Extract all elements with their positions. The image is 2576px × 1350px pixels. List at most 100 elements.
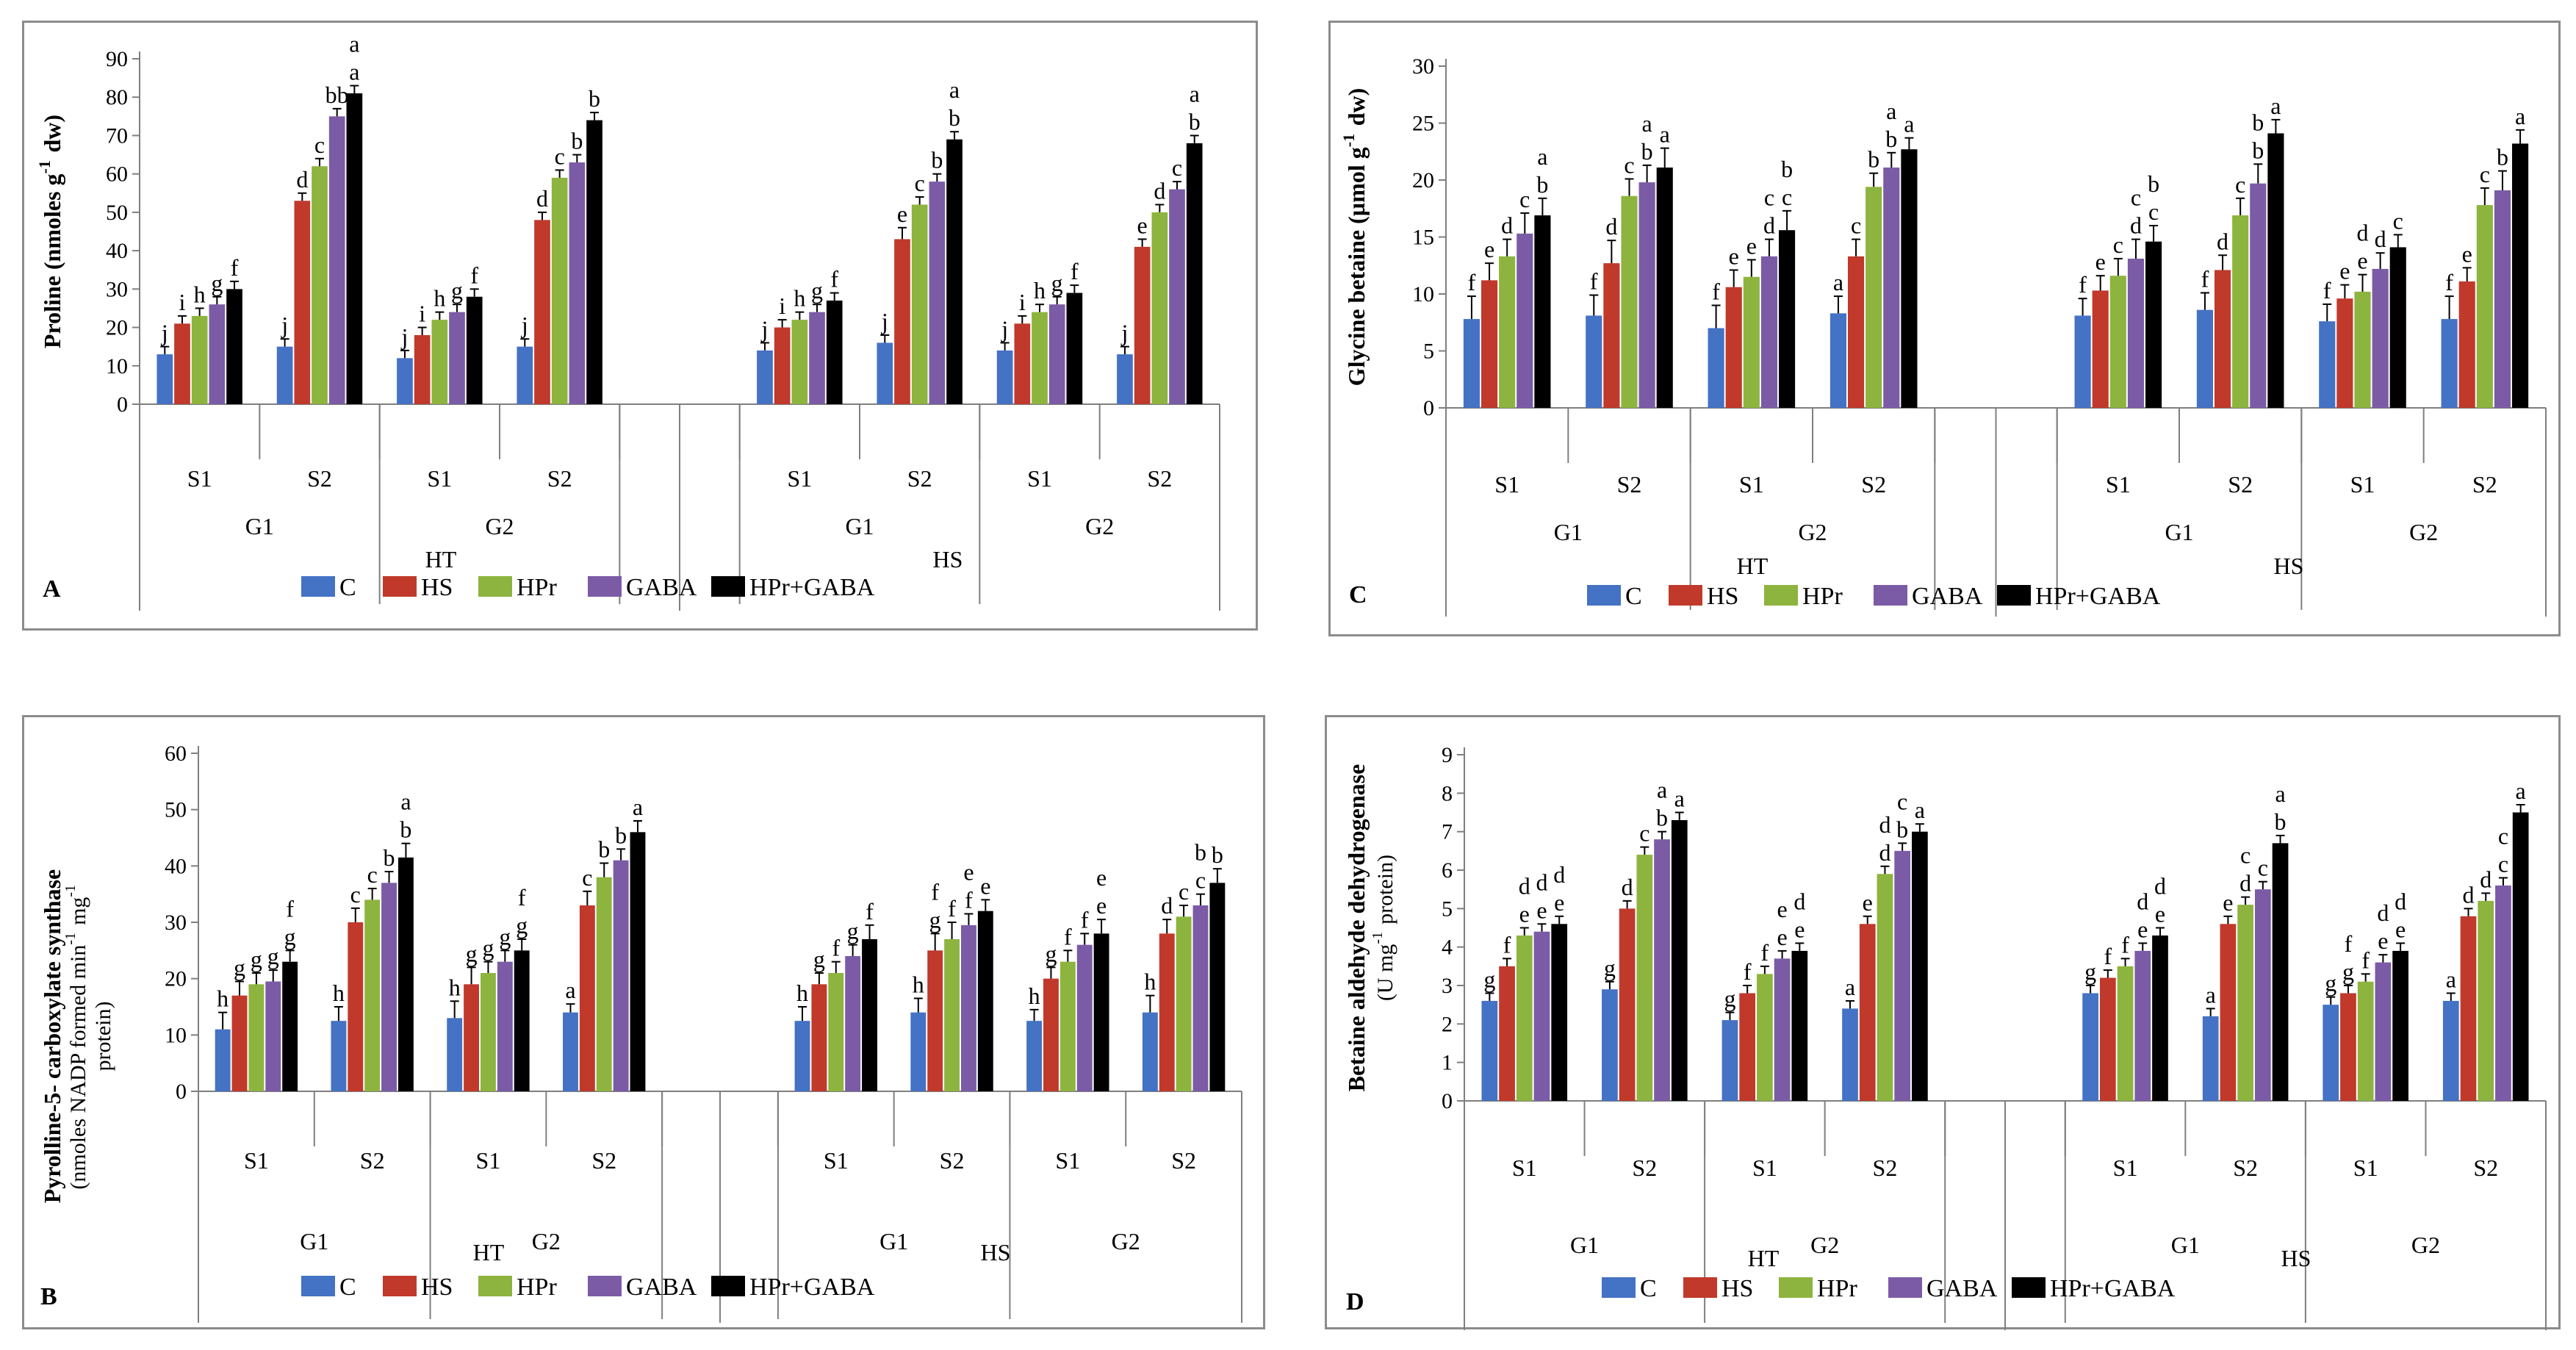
x-genotype-label: G1: [2171, 1232, 2200, 1258]
significance-letter: e: [1096, 892, 1107, 919]
bar-c: [2441, 319, 2458, 408]
legend-swatch: [1602, 1277, 1636, 1298]
bar-hpr: [481, 973, 496, 1091]
significance-letter: a: [2270, 93, 2281, 119]
significance-letter: f: [2345, 930, 2353, 957]
bar-hpr-gaba: [862, 939, 877, 1091]
bar-gaba: [2372, 268, 2389, 408]
significance-letter: g: [451, 277, 463, 304]
significance-letter: d: [2480, 866, 2492, 892]
significance-letter: g: [234, 955, 245, 981]
significance-letter: b: [949, 104, 960, 131]
bar-hpr-gaba: [346, 93, 363, 404]
legend-swatch: [383, 1276, 417, 1296]
significance-letter: b: [1781, 156, 1793, 182]
bar-hpr: [2232, 215, 2249, 408]
significance-letter: h: [194, 281, 206, 307]
legend-label: GABA: [1912, 583, 1983, 610]
x-subgroup-label: S2: [1861, 471, 1886, 498]
bar-gaba: [1760, 256, 1778, 408]
legend-swatch: [711, 1276, 745, 1296]
significance-letter: b: [1195, 839, 1206, 866]
significance-letter: bb: [325, 82, 349, 108]
significance-letter: b: [2252, 109, 2264, 135]
significance-letter: f: [1071, 258, 1079, 284]
significance-letter: i: [779, 292, 785, 319]
legend-label: HPr: [517, 1274, 557, 1301]
legend-swatch: [1997, 585, 2031, 606]
significance-letter: j: [401, 323, 409, 350]
significance-letter: e: [1746, 233, 1757, 259]
bar-gaba: [960, 924, 976, 1091]
significance-letter: b: [2148, 170, 2159, 197]
bar-hs: [2460, 916, 2477, 1101]
significance-letter: e: [1777, 924, 1788, 950]
significance-letter: e: [1137, 212, 1148, 238]
bar-gaba: [2495, 885, 2511, 1101]
bar-gaba: [1192, 905, 1209, 1091]
significance-letter: g: [251, 946, 262, 972]
significance-letter: d: [2357, 220, 2369, 246]
bar-gaba: [1076, 944, 1093, 1091]
significance-letter: d: [536, 185, 548, 212]
bar-hpr-gaba: [2389, 247, 2406, 408]
bar-hpr: [248, 984, 265, 1091]
significance-letter: d: [2217, 228, 2228, 254]
y-tick-label: 5: [1442, 897, 1453, 921]
bar-gaba: [2494, 190, 2511, 408]
significance-letter: a: [1845, 974, 1855, 1000]
legend-swatch: [588, 576, 622, 597]
significance-letter: g: [1045, 940, 1057, 966]
significance-letter: e: [2137, 916, 2148, 942]
x-subgroup-label: S1: [2113, 1155, 2138, 1181]
bar-c: [1721, 1020, 1738, 1101]
y-tick-label: 0: [176, 1080, 187, 1104]
bar-hpr-gaba: [977, 911, 993, 1091]
bar-hs: [1847, 256, 1865, 408]
significance-letter: j: [881, 308, 888, 334]
x-subgroup-label: S2: [591, 1147, 616, 1174]
bar-hpr: [431, 320, 448, 404]
bar-c: [1026, 1021, 1043, 1091]
significance-letter: d: [2137, 888, 2148, 914]
significance-letter: e: [2339, 258, 2350, 284]
significance-letter: g: [211, 270, 223, 296]
significance-letter: f: [2121, 931, 2129, 958]
significance-letter: e: [1794, 916, 1805, 942]
bar-hpr-gaba: [226, 289, 242, 404]
significance-letter: b: [1885, 126, 1897, 152]
y-tick-label: 50: [106, 201, 128, 225]
bar-hs: [1739, 993, 1756, 1101]
x-subgroup-label: S1: [1512, 1155, 1537, 1181]
bar-gaba: [497, 961, 513, 1091]
x-subgroup-label: S1: [427, 465, 452, 492]
bar-hpr-gaba: [1791, 950, 1808, 1101]
significance-letter: e: [1554, 889, 1564, 916]
x-treatment-label-hs: HS: [2274, 553, 2304, 579]
significance-letter: e: [1484, 236, 1494, 262]
x-treatment-label-ht: HT: [425, 546, 457, 572]
bar-hpr: [1499, 256, 1516, 408]
bar-hs: [534, 220, 550, 404]
y-tick-label: 50: [165, 798, 187, 822]
legend-swatch: [1874, 585, 1907, 606]
x-subgroup-label: S2: [547, 465, 572, 492]
bar-c: [2074, 315, 2091, 408]
bar-gaba: [381, 883, 397, 1091]
legend-label: HPr+GABA: [2035, 583, 2161, 610]
significance-letter: f: [2445, 269, 2453, 295]
y-tick-label: 40: [106, 239, 128, 263]
significance-letter: c: [2498, 822, 2508, 849]
y-tick-label: 15: [1412, 226, 1434, 250]
bar-hpr: [2478, 900, 2494, 1101]
significance-letter: h: [913, 972, 924, 998]
x-genotype-label: G1: [845, 513, 874, 539]
legend-label: HS: [1707, 583, 1738, 610]
significance-letter: c: [1179, 878, 1189, 905]
bar-hpr-gaba: [826, 301, 843, 404]
legend-swatch: [1587, 585, 1621, 606]
significance-letter: c: [2148, 198, 2159, 225]
significance-letter: i: [1019, 289, 1026, 315]
bar-hs: [811, 984, 827, 1091]
significance-letter: g: [929, 906, 941, 933]
